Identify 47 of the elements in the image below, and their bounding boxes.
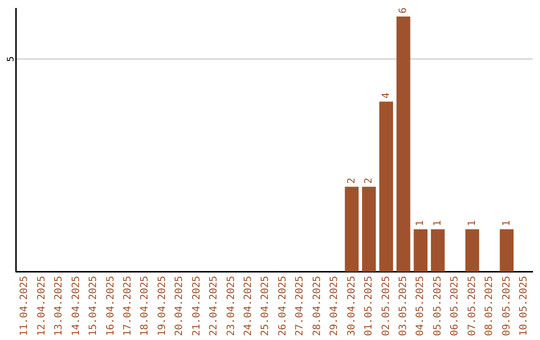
data-label: 6 <box>398 7 409 14</box>
bar <box>500 229 514 272</box>
data-label: 1 <box>432 220 444 226</box>
bar <box>430 229 445 272</box>
x-tick-label: 03.05.2025 <box>398 276 409 336</box>
x-tick-label: 10.05.2025 <box>518 276 530 336</box>
x-tick-label: 28.04.2025 <box>312 276 323 336</box>
x-tick-label: 17.04.2025 <box>122 276 134 336</box>
x-tick-label: 13.04.2025 <box>54 276 65 336</box>
bar <box>414 229 428 272</box>
x-tick-label: 01.05.2025 <box>364 276 375 336</box>
x-tick-label: 20.04.2025 <box>174 276 186 336</box>
x-tick-label: 07.05.2025 <box>466 276 478 336</box>
x-tick-label: 15.04.2025 <box>88 276 100 336</box>
bar <box>362 186 376 272</box>
x-tick-label: 24.04.2025 <box>243 276 254 336</box>
x-tick-label: 16.04.2025 <box>105 276 116 336</box>
x-tick-label: 05.05.2025 <box>432 276 444 336</box>
x-tick-label: 12.04.2025 <box>36 276 48 336</box>
x-tick-label: 22.04.2025 <box>208 276 220 336</box>
x-tick-label: 25.04.2025 <box>260 276 272 336</box>
data-label: 4 <box>380 92 392 99</box>
x-tick-label: 27.04.2025 <box>294 276 306 336</box>
x-tick-label: 14.04.2025 <box>70 276 82 336</box>
bar <box>396 16 410 272</box>
x-tick-label: 26.04.2025 <box>277 276 288 336</box>
data-label: 2 <box>364 178 375 184</box>
data-label: 1 <box>466 220 478 226</box>
data-label: 1 <box>415 220 426 226</box>
x-tick-label: 08.05.2025 <box>484 276 496 336</box>
bar <box>465 229 480 272</box>
bar <box>344 186 359 272</box>
x-tick-label: 02.05.2025 <box>380 276 392 336</box>
ref-line-label: 5 <box>6 56 16 62</box>
x-tick-label: 30.04.2025 <box>346 276 358 336</box>
x-tick-label: 21.04.2025 <box>191 276 202 336</box>
data-label: 1 <box>501 220 512 226</box>
bar <box>379 102 394 272</box>
x-tick-label: 06.05.2025 <box>450 276 461 336</box>
x-tick-label: 23.04.2025 <box>226 276 237 336</box>
x-tick-label: 18.04.2025 <box>140 276 151 336</box>
x-tick-label: 19.04.2025 <box>156 276 168 336</box>
x-tick-label: 11.04.2025 <box>19 276 30 336</box>
x-tick-label: 04.05.2025 <box>415 276 426 336</box>
x-tick-label: 29.04.2025 <box>329 276 340 336</box>
data-label: 2 <box>346 178 358 184</box>
x-tick-label: 09.05.2025 <box>501 276 512 336</box>
